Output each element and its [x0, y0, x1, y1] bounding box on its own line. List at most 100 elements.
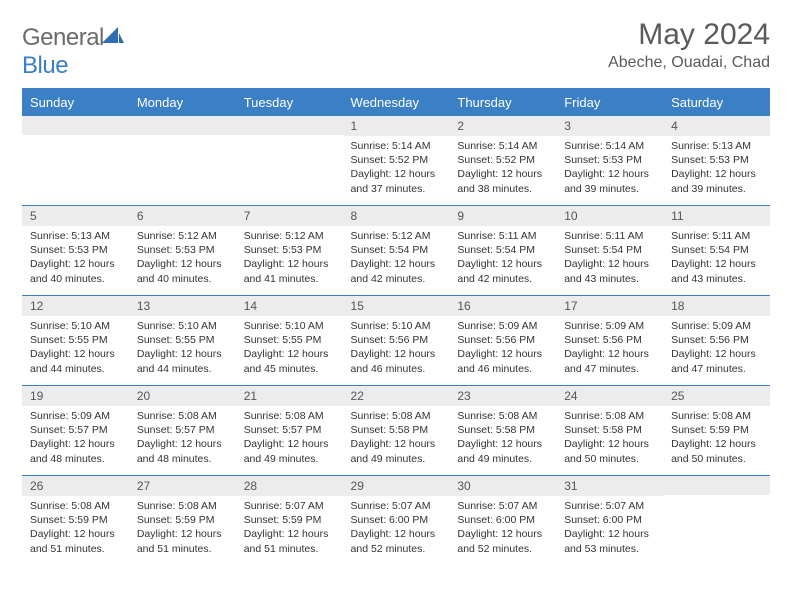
calendar-day-cell: 3Sunrise: 5:14 AMSunset: 5:53 PMDaylight… [556, 116, 663, 206]
sunrise-text: Sunrise: 5:14 AM [351, 139, 442, 153]
month-title: May 2024 [608, 18, 770, 52]
calendar-day-cell: 21Sunrise: 5:08 AMSunset: 5:57 PMDayligh… [236, 386, 343, 476]
sunrise-text: Sunrise: 5:07 AM [457, 499, 548, 513]
calendar-day-cell: 10Sunrise: 5:11 AMSunset: 5:54 PMDayligh… [556, 206, 663, 296]
sunrise-text: Sunrise: 5:10 AM [30, 319, 121, 333]
sunrise-text: Sunrise: 5:13 AM [30, 229, 121, 243]
day-body: Sunrise: 5:09 AMSunset: 5:56 PMDaylight:… [449, 316, 556, 380]
calendar-table: SundayMondayTuesdayWednesdayThursdayFrid… [22, 88, 770, 566]
day-body: Sunrise: 5:09 AMSunset: 5:57 PMDaylight:… [22, 406, 129, 470]
sunrise-text: Sunrise: 5:12 AM [137, 229, 228, 243]
day-number: 28 [236, 476, 343, 496]
sunset-text: Sunset: 5:54 PM [351, 243, 442, 257]
weekday-header: Tuesday [236, 89, 343, 116]
daylight-text: Daylight: 12 hours and 53 minutes. [564, 527, 655, 555]
header: General Blue May 2024 Abeche, Ouadai, Ch… [22, 18, 770, 80]
day-number: 15 [343, 296, 450, 316]
daylight-text: Daylight: 12 hours and 40 minutes. [30, 257, 121, 285]
day-body: Sunrise: 5:09 AMSunset: 5:56 PMDaylight:… [663, 316, 770, 380]
calendar-week-row: 26Sunrise: 5:08 AMSunset: 5:59 PMDayligh… [22, 476, 770, 566]
logo-sail-icon [102, 27, 124, 45]
calendar-day-cell: 27Sunrise: 5:08 AMSunset: 5:59 PMDayligh… [129, 476, 236, 566]
day-body [129, 135, 236, 142]
daylight-text: Daylight: 12 hours and 38 minutes. [457, 167, 548, 195]
calendar-day-cell: 16Sunrise: 5:09 AMSunset: 5:56 PMDayligh… [449, 296, 556, 386]
sunrise-text: Sunrise: 5:07 AM [351, 499, 442, 513]
weekday-header-row: SundayMondayTuesdayWednesdayThursdayFrid… [22, 89, 770, 116]
calendar-day-cell: 8Sunrise: 5:12 AMSunset: 5:54 PMDaylight… [343, 206, 450, 296]
daylight-text: Daylight: 12 hours and 51 minutes. [137, 527, 228, 555]
calendar-day-cell: 18Sunrise: 5:09 AMSunset: 5:56 PMDayligh… [663, 296, 770, 386]
calendar-day-cell: 24Sunrise: 5:08 AMSunset: 5:58 PMDayligh… [556, 386, 663, 476]
day-number: 13 [129, 296, 236, 316]
calendar-day-cell [22, 116, 129, 206]
day-number: 19 [22, 386, 129, 406]
day-body [22, 135, 129, 142]
day-body: Sunrise: 5:07 AMSunset: 6:00 PMDaylight:… [556, 496, 663, 560]
sunset-text: Sunset: 5:55 PM [137, 333, 228, 347]
daylight-text: Daylight: 12 hours and 47 minutes. [564, 347, 655, 375]
calendar-day-cell: 17Sunrise: 5:09 AMSunset: 5:56 PMDayligh… [556, 296, 663, 386]
sunrise-text: Sunrise: 5:09 AM [457, 319, 548, 333]
calendar-day-cell: 14Sunrise: 5:10 AMSunset: 5:55 PMDayligh… [236, 296, 343, 386]
day-body [236, 135, 343, 142]
sunrise-text: Sunrise: 5:12 AM [244, 229, 335, 243]
day-number: 3 [556, 116, 663, 136]
day-body: Sunrise: 5:11 AMSunset: 5:54 PMDaylight:… [449, 226, 556, 290]
daylight-text: Daylight: 12 hours and 46 minutes. [351, 347, 442, 375]
sunrise-text: Sunrise: 5:07 AM [244, 499, 335, 513]
calendar-day-cell: 9Sunrise: 5:11 AMSunset: 5:54 PMDaylight… [449, 206, 556, 296]
location: Abeche, Ouadai, Chad [608, 54, 770, 72]
sunrise-text: Sunrise: 5:08 AM [137, 409, 228, 423]
sunrise-text: Sunrise: 5:11 AM [564, 229, 655, 243]
day-number: 17 [556, 296, 663, 316]
day-body: Sunrise: 5:08 AMSunset: 5:58 PMDaylight:… [556, 406, 663, 470]
weekday-header: Sunday [22, 89, 129, 116]
day-number: 22 [343, 386, 450, 406]
day-body: Sunrise: 5:07 AMSunset: 5:59 PMDaylight:… [236, 496, 343, 560]
daylight-text: Daylight: 12 hours and 50 minutes. [671, 437, 762, 465]
day-number: 30 [449, 476, 556, 496]
day-number: 11 [663, 206, 770, 226]
sunset-text: Sunset: 5:59 PM [30, 513, 121, 527]
sunset-text: Sunset: 5:53 PM [137, 243, 228, 257]
sunset-text: Sunset: 5:53 PM [244, 243, 335, 257]
calendar-day-cell: 13Sunrise: 5:10 AMSunset: 5:55 PMDayligh… [129, 296, 236, 386]
day-body: Sunrise: 5:14 AMSunset: 5:52 PMDaylight:… [449, 136, 556, 200]
daylight-text: Daylight: 12 hours and 44 minutes. [30, 347, 121, 375]
day-body: Sunrise: 5:12 AMSunset: 5:54 PMDaylight:… [343, 226, 450, 290]
calendar-day-cell: 4Sunrise: 5:13 AMSunset: 5:53 PMDaylight… [663, 116, 770, 206]
day-number: 23 [449, 386, 556, 406]
day-body: Sunrise: 5:14 AMSunset: 5:53 PMDaylight:… [556, 136, 663, 200]
day-body: Sunrise: 5:13 AMSunset: 5:53 PMDaylight:… [22, 226, 129, 290]
sunset-text: Sunset: 6:00 PM [564, 513, 655, 527]
day-number: 25 [663, 386, 770, 406]
sunset-text: Sunset: 6:00 PM [457, 513, 548, 527]
sunset-text: Sunset: 5:55 PM [30, 333, 121, 347]
sunrise-text: Sunrise: 5:12 AM [351, 229, 442, 243]
calendar-day-cell: 29Sunrise: 5:07 AMSunset: 6:00 PMDayligh… [343, 476, 450, 566]
day-number: 5 [22, 206, 129, 226]
sunset-text: Sunset: 5:56 PM [457, 333, 548, 347]
calendar-day-cell [236, 116, 343, 206]
calendar-week-row: 5Sunrise: 5:13 AMSunset: 5:53 PMDaylight… [22, 206, 770, 296]
day-body: Sunrise: 5:10 AMSunset: 5:56 PMDaylight:… [343, 316, 450, 380]
sunset-text: Sunset: 5:59 PM [671, 423, 762, 437]
logo-text: General Blue [22, 24, 124, 80]
daylight-text: Daylight: 12 hours and 41 minutes. [244, 257, 335, 285]
day-body: Sunrise: 5:08 AMSunset: 5:59 PMDaylight:… [663, 406, 770, 470]
calendar-day-cell: 6Sunrise: 5:12 AMSunset: 5:53 PMDaylight… [129, 206, 236, 296]
sunset-text: Sunset: 5:54 PM [671, 243, 762, 257]
daylight-text: Daylight: 12 hours and 52 minutes. [351, 527, 442, 555]
day-body: Sunrise: 5:08 AMSunset: 5:58 PMDaylight:… [343, 406, 450, 470]
day-number: 31 [556, 476, 663, 496]
day-number: 4 [663, 116, 770, 136]
daylight-text: Daylight: 12 hours and 48 minutes. [137, 437, 228, 465]
calendar-week-row: 1Sunrise: 5:14 AMSunset: 5:52 PMDaylight… [22, 116, 770, 206]
title-block: May 2024 Abeche, Ouadai, Chad [608, 18, 770, 72]
sunset-text: Sunset: 5:53 PM [30, 243, 121, 257]
sunset-text: Sunset: 5:57 PM [30, 423, 121, 437]
sunrise-text: Sunrise: 5:11 AM [671, 229, 762, 243]
day-body: Sunrise: 5:11 AMSunset: 5:54 PMDaylight:… [556, 226, 663, 290]
calendar-day-cell: 15Sunrise: 5:10 AMSunset: 5:56 PMDayligh… [343, 296, 450, 386]
